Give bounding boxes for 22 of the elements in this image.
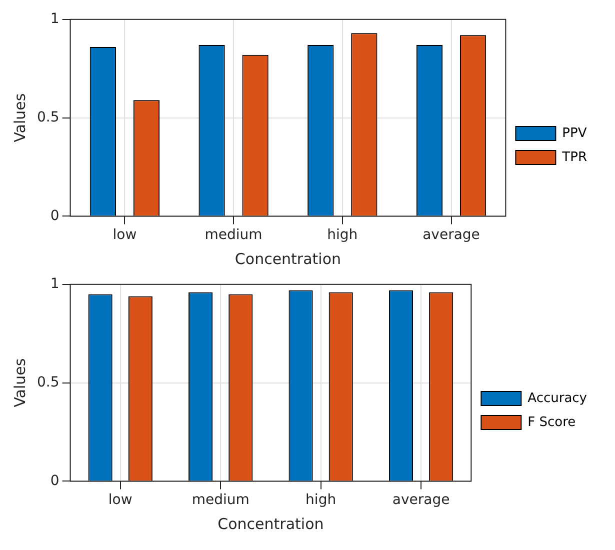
x-tick-label: low xyxy=(108,492,132,508)
x-tick-label: medium xyxy=(204,227,262,244)
y-tick-label: 1 xyxy=(50,276,60,292)
x-tick-label: high xyxy=(327,227,358,244)
legend-label: F Score xyxy=(528,414,576,430)
legend-label: TPR xyxy=(561,150,588,165)
y-tick-label: 1 xyxy=(50,11,60,28)
y-tick-label: 0.5 xyxy=(37,374,60,390)
legend-label: PPV xyxy=(562,126,587,141)
x-tick-label: average xyxy=(392,492,450,508)
y-axis-title: Values xyxy=(10,358,29,408)
x-tick-label: low xyxy=(112,227,137,244)
legend-label: Accuracy xyxy=(528,390,588,406)
y-tick-label: 0 xyxy=(50,472,60,489)
x-tick-label: high xyxy=(306,492,336,508)
y-tick-label: 0 xyxy=(50,208,60,224)
x-axis-title: Concentration xyxy=(234,250,342,268)
y-tick-label: 0.5 xyxy=(37,109,60,126)
x-tick-label: average xyxy=(422,227,480,244)
y-axis-title: Values xyxy=(10,93,29,142)
x-tick-label: medium xyxy=(192,492,250,508)
x-axis-title: Concentration xyxy=(218,514,324,533)
